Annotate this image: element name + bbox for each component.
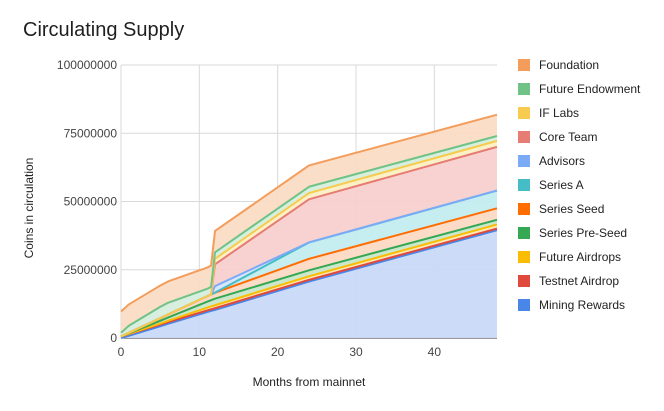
- y-axis-label: Coins in circulation: [22, 158, 36, 259]
- legend-label: Foundation: [539, 58, 599, 72]
- legend-swatch: [518, 251, 530, 263]
- y-tick-label: 75000000: [64, 126, 118, 140]
- area-layer: [121, 114, 497, 338]
- legend-label: Testnet Airdrop: [539, 274, 619, 288]
- x-tick-label: 20: [271, 345, 285, 359]
- legend-swatch: [518, 203, 530, 215]
- legend-item: Advisors: [518, 154, 585, 168]
- legend-label: Future Airdrops: [539, 250, 621, 264]
- legend-swatch: [518, 131, 530, 143]
- y-tick-label: 0: [110, 331, 117, 345]
- y-tick-label: 50000000: [64, 195, 118, 209]
- legend-label: Mining Rewards: [539, 298, 625, 312]
- area-future-airdrops: [121, 224, 497, 337]
- chart-title: Circulating Supply: [23, 19, 185, 41]
- legend-item: Mining Rewards: [518, 298, 625, 312]
- y-tick-label: 25000000: [64, 263, 118, 277]
- x-tick-label: 0: [118, 345, 125, 359]
- legend-item: Series Seed: [518, 202, 604, 216]
- area-series-a: [121, 190, 497, 337]
- legend-label: Core Team: [539, 130, 597, 144]
- series-line-future-airdrops: [120, 223, 498, 338]
- legend-item: Future Airdrops: [518, 250, 621, 264]
- legend-item: Series A: [518, 178, 584, 192]
- legend-swatch: [518, 227, 530, 239]
- legend-item: IF Labs: [518, 106, 579, 120]
- legend-swatch: [518, 299, 530, 311]
- y-tick-label: 100000000: [57, 58, 117, 72]
- legend-swatch: [518, 83, 530, 95]
- line-layer: [120, 113, 498, 339]
- legend-label: Series Seed: [539, 202, 604, 216]
- legend-label: Advisors: [539, 154, 585, 168]
- legend-item: Testnet Airdrop: [518, 274, 619, 288]
- legend-swatch: [518, 107, 530, 119]
- series-line-future-endowment: [120, 135, 498, 334]
- x-tick-label: 30: [349, 345, 363, 359]
- legend-label: Future Endowment: [539, 82, 641, 96]
- series-line-mining-rewards: [120, 229, 498, 339]
- legend-item: Foundation: [518, 58, 599, 72]
- area-series-pre-seed: [121, 219, 497, 337]
- area-mining-rewards: [121, 230, 497, 338]
- legend-swatch: [518, 179, 530, 191]
- legend-label: IF Labs: [539, 106, 579, 120]
- x-axis-label: Months from mainnet: [253, 375, 366, 389]
- legend-item: Series Pre-Seed: [518, 226, 627, 240]
- legend-swatch: [518, 59, 530, 71]
- legend-item: Future Endowment: [518, 82, 641, 96]
- area-future-endowment: [121, 135, 497, 337]
- series-line-series-pre-seed: [120, 218, 498, 338]
- area-foundation: [121, 114, 497, 333]
- legend-layer: Foundation Future Endowment IF Labs Core Te…: [518, 58, 641, 312]
- axis-layer: 0 25000000 50000000 75000000 100000000 0 10 20 3…: [57, 58, 441, 359]
- area-series-seed: [121, 208, 497, 337]
- legend-swatch: [518, 275, 530, 287]
- series-line-foundation: [120, 113, 498, 313]
- legend-item: Core Team: [518, 130, 597, 144]
- x-tick-label: 10: [193, 345, 207, 359]
- legend-swatch: [518, 155, 530, 167]
- legend-label: Series Pre-Seed: [539, 226, 627, 240]
- legend-label: Series A: [539, 178, 584, 192]
- x-tick-label: 40: [428, 345, 442, 359]
- series-line-if-labs: [120, 139, 498, 338]
